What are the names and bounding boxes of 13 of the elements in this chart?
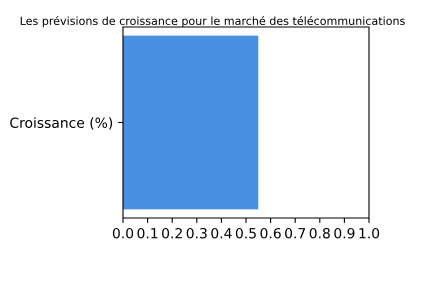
chart-title: Les prévisions de croissance pour le marché des télécommunications xyxy=(20,16,405,28)
x-tick-label: 0.4 xyxy=(211,228,232,238)
x-tick-label: 0.8 xyxy=(310,228,330,238)
y-tick-label: Croissance (%) xyxy=(10,117,112,130)
x-tick-label: 0.6 xyxy=(260,228,281,238)
x-tick-label: 0.5 xyxy=(236,228,256,238)
x-tick-label: 0.7 xyxy=(285,228,306,238)
x-tick-label: 0.3 xyxy=(186,228,207,238)
x-tick-label: 1.0 xyxy=(359,228,380,238)
x-tick-label: 0.0 xyxy=(112,228,134,238)
x-tick-label: 0.9 xyxy=(334,228,354,238)
x-tick-label: 0.2 xyxy=(162,228,182,238)
x-tick-label: 0.1 xyxy=(137,228,158,238)
